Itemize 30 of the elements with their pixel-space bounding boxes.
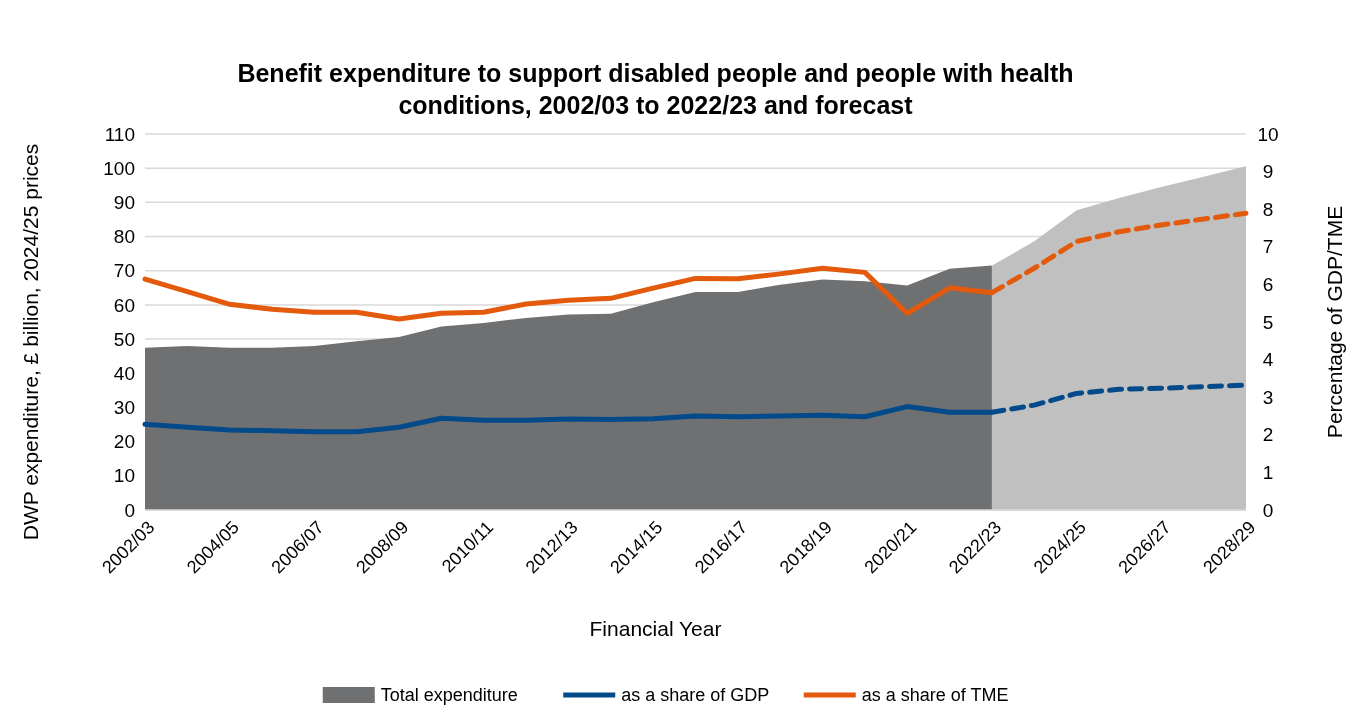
y2-tick-label: 9 [1262,161,1274,183]
y2-tick-label: 6 [1262,274,1274,296]
legend-label: as a share of GDP [621,685,770,706]
y-tick-label: 10 [113,465,135,487]
chart-title: Benefit expenditure to support disabled people and people with health conditions, 2002/03 to 2022/23 and forecast [237,59,1074,119]
y-tick-label: 110 [104,123,135,145]
y2-tick-label: 7 [1262,236,1274,258]
legend-label: Total expenditure [380,685,518,706]
y-tick-label: 20 [113,431,135,453]
y-tick-label: 50 [113,328,135,350]
y-tick-label: 0 [124,499,135,521]
y-tick-label: 40 [113,362,135,384]
y-tick-label: 80 [113,226,135,248]
y2-axis-title: Percentage of GDP/TME [1323,205,1346,439]
y-tick-label: 30 [113,397,135,419]
x-axis-title: Financial Year [589,617,722,640]
y-tick-label: 100 [103,157,135,179]
y2-tick-label: 1 [1262,462,1274,484]
y2-tick-label: 10 [1257,123,1279,145]
legend-label: as a share of TME [861,685,1009,706]
y2-tick-label: 0 [1262,499,1274,521]
y-tick-label: 60 [113,294,135,316]
y-tick-label: 90 [113,192,135,214]
y2-tick-label: 2 [1262,424,1274,446]
y2-tick-label: 8 [1262,198,1274,220]
y-tick-label: 70 [113,260,135,282]
y2-tick-label: 4 [1262,349,1274,371]
y2-tick-label: 5 [1262,311,1274,333]
y-axis-title: DWP expenditure, £ billion, 2024/25 prices [19,143,42,541]
y2-tick-label: 3 [1262,386,1274,408]
